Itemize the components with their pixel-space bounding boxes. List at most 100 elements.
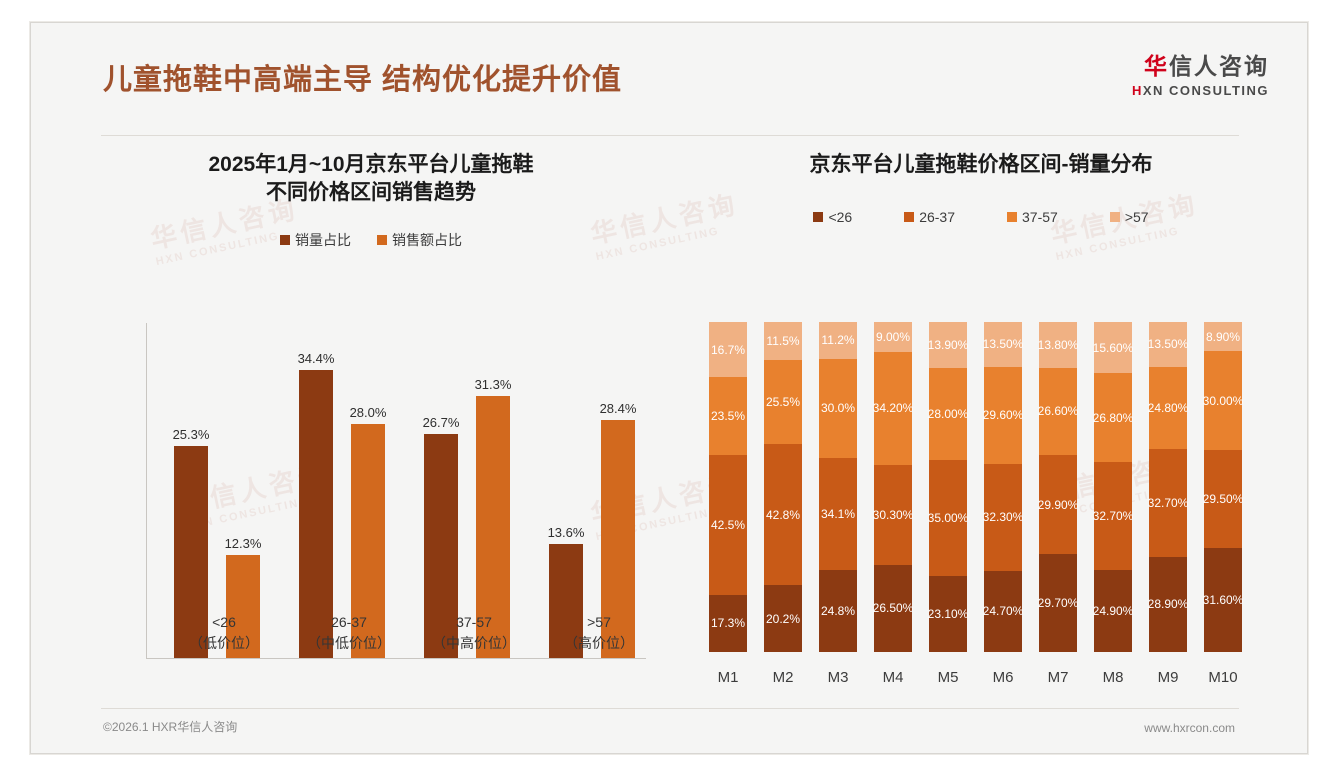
stacked-segment[interactable]: 29.50% <box>1202 450 1244 548</box>
bar-group: 13.6% 28.4% >57 （高价位） <box>543 322 655 658</box>
stacked-segment[interactable]: 9.00% <box>874 322 912 352</box>
segment-value-label: 29.60% <box>982 408 1024 423</box>
legend-label: 销售额占比 <box>392 231 462 248</box>
stacked-segment[interactable]: 24.80% <box>1148 366 1188 449</box>
stacked-bar[interactable]: 16.7% 23.5% 42.5% 17.3% <box>709 322 747 652</box>
logo-hua-char: 华 <box>1144 53 1169 79</box>
stacked-bar[interactable]: 13.50% 24.80% 32.70% 28.90% <box>1147 322 1189 652</box>
stacked-bar[interactable]: 13.50% 29.60% 32.30% 24.70% <box>982 322 1024 652</box>
x-tick-label: M5 <box>937 669 959 686</box>
bar-volume[interactable]: 34.4% <box>298 322 334 658</box>
stacked-segment[interactable]: 28.00% <box>928 367 968 461</box>
legend-item-under-26[interactable]: <26 <box>813 209 852 225</box>
stacked-segment[interactable]: 31.60% <box>1203 547 1243 652</box>
stacked-segment[interactable]: 23.10% <box>927 575 969 652</box>
stacked-segment[interactable]: 15.60% <box>1093 322 1133 374</box>
stacked-segment[interactable]: 25.5% <box>764 359 802 445</box>
segment-value-label: 28.90% <box>1147 597 1189 612</box>
bar-amount[interactable]: 28.4% <box>600 322 636 658</box>
stacked-bar[interactable]: 9.00% 34.20% 30.30% 26.50% <box>872 322 914 652</box>
segment-value-label: 23.10% <box>927 606 969 621</box>
segment-value-label: 13.50% <box>982 337 1024 352</box>
segment-value-label: 29.70% <box>1037 595 1079 610</box>
stacked-segment[interactable]: 24.90% <box>1093 569 1133 652</box>
segment-value-label: 23.5% <box>710 408 746 423</box>
bar-fill <box>476 396 510 658</box>
stacked-segment[interactable]: 26.50% <box>872 564 914 652</box>
bar-value-label: 12.3% <box>224 536 262 551</box>
bar-volume[interactable]: 25.3% <box>173 322 209 658</box>
stacked-segment[interactable]: 32.70% <box>1148 448 1188 557</box>
stacked-segment[interactable]: 42.8% <box>764 444 802 586</box>
footer-divider <box>101 708 1239 709</box>
stacked-segment[interactable]: 26.80% <box>1093 373 1133 462</box>
stacked-segment[interactable]: 32.30% <box>983 464 1023 571</box>
right-chart-title: 京东平台儿童拖鞋价格区间-销量分布 <box>809 153 1153 176</box>
stacked-segment[interactable]: 24.8% <box>819 570 857 652</box>
legend-item-over-57[interactable]: >57 <box>1109 209 1149 225</box>
stacked-bar[interactable]: 13.90% 28.00% 35.00% 23.10% <box>927 322 969 652</box>
segment-value-label: 29.50% <box>1202 492 1244 507</box>
stacked-segment[interactable]: 34.20% <box>873 351 913 465</box>
bar-group: 26.7% 31.3% 37-57 （中高价位） <box>418 322 530 658</box>
stacked-bar[interactable]: 11.5% 25.5% 42.8% 20.2% <box>764 322 802 652</box>
stacked-segment[interactable]: 30.0% <box>819 358 857 458</box>
x-tick-sub: （中低价位） <box>307 635 391 651</box>
x-tick-label: M10 <box>1208 669 1238 686</box>
stacked-segment[interactable]: 13.50% <box>1148 322 1188 367</box>
stacked-bar[interactable]: 13.80% 26.60% 29.90% 29.70% <box>1037 322 1079 652</box>
segment-value-label: 34.1% <box>820 507 856 522</box>
stacked-segment[interactable]: 24.70% <box>983 570 1023 652</box>
stacked-segment[interactable]: 32.70% <box>1093 461 1133 570</box>
stacked-segment[interactable]: 16.7% <box>709 322 747 378</box>
stacked-segment[interactable]: 30.00% <box>1202 351 1244 451</box>
stacked-segment[interactable]: 11.2% <box>819 322 857 359</box>
stacked-segment[interactable]: 29.70% <box>1037 553 1079 652</box>
stacked-segment[interactable]: 42.5% <box>709 454 747 595</box>
stacked-segment[interactable]: 13.50% <box>982 322 1024 367</box>
stacked-segment[interactable]: 20.2% <box>764 585 802 652</box>
stacked-bar-plot: 16.7% 23.5% 42.5% 17.3% M1 11.5% 25.5% 42.8% 20.… <box>703 318 1273 708</box>
segment-value-label: 30.00% <box>1202 393 1244 408</box>
legend-item-37-57[interactable]: 37-57 <box>1007 209 1058 225</box>
segment-value-label: 11.2% <box>821 333 855 348</box>
stacked-bar[interactable]: 11.2% 30.0% 34.1% 24.8% <box>819 322 857 652</box>
legend-item-sales-volume[interactable]: 销量占比 <box>280 230 351 250</box>
left-chart-legend: 销量占比 销售额占比 <box>71 230 671 250</box>
legend-item-sales-amount[interactable]: 销售额占比 <box>377 230 462 250</box>
bar-amount[interactable]: 31.3% <box>475 322 511 658</box>
stacked-bar[interactable]: 8.90% 30.00% 29.50% 31.60% <box>1202 322 1244 652</box>
stacked-segment[interactable]: 30.30% <box>873 464 913 565</box>
stacked-segment[interactable]: 29.90% <box>1038 455 1078 554</box>
segment-value-label: 13.90% <box>927 337 969 352</box>
stacked-segment[interactable]: 26.60% <box>1038 367 1078 456</box>
stacked-segment[interactable]: 34.1% <box>819 457 857 571</box>
footer-copyright: ©2026.1 HXR华信人咨询 <box>103 720 238 734</box>
bar-amount[interactable]: 12.3% <box>225 322 261 658</box>
segment-value-label: 26.50% <box>872 601 914 616</box>
stacked-segment[interactable]: 29.60% <box>982 366 1024 465</box>
bar-amount[interactable]: 28.0% <box>350 322 386 658</box>
stacked-segment[interactable]: 13.90% <box>927 322 969 368</box>
legend-item-26-37[interactable]: 26-37 <box>904 209 955 225</box>
bar-value-label: 28.0% <box>349 405 387 420</box>
x-tick-label: M8 <box>1102 669 1124 686</box>
stacked-segment[interactable]: 35.00% <box>928 460 968 576</box>
bar-fill <box>549 544 583 658</box>
stacked-segment[interactable]: 23.5% <box>709 377 747 455</box>
stacked-segment[interactable]: 11.5% <box>764 322 802 360</box>
stacked-bar[interactable]: 15.60% 26.80% 32.70% 24.90% <box>1093 322 1133 652</box>
segment-value-label: 11.5% <box>766 333 800 348</box>
segment-value-label: 13.80% <box>1037 337 1079 352</box>
x-tick-label: M7 <box>1047 669 1069 686</box>
segment-value-label: 30.0% <box>820 401 856 416</box>
bar-volume[interactable]: 26.7% <box>423 322 459 658</box>
left-chart-title-line2: 不同价格区间销售趋势 <box>266 181 476 205</box>
stacked-segment[interactable]: 8.90% <box>1204 322 1242 352</box>
legend-label: <26 <box>828 209 853 226</box>
x-tick-label: M9 <box>1157 669 1179 686</box>
stacked-segment[interactable]: 17.3% <box>709 594 747 652</box>
bar-volume[interactable]: 13.6% <box>548 322 584 658</box>
stacked-segment[interactable]: 28.90% <box>1147 556 1189 652</box>
stacked-segment[interactable]: 13.80% <box>1037 322 1079 368</box>
